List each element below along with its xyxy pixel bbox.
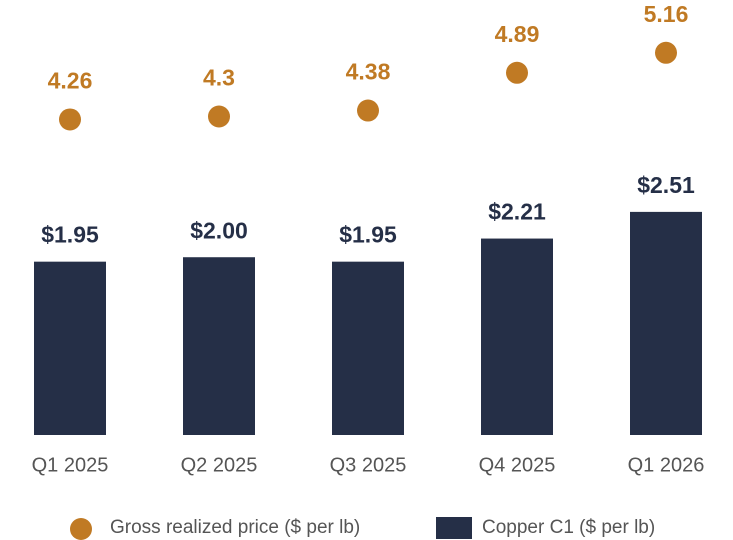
dot — [208, 105, 230, 128]
x-tick-label: Q4 2025 — [479, 454, 556, 476]
data-label: $2.00 — [190, 217, 248, 243]
x-tick-label: Q3 2025 — [330, 454, 407, 476]
bar — [332, 261, 404, 435]
legend-label: Copper C1 ($ per lb) — [482, 517, 655, 538]
data-label: 4.26 — [48, 68, 93, 94]
x-tick-label: Q1 2026 — [628, 454, 705, 476]
bar — [34, 261, 106, 435]
dot — [59, 108, 81, 131]
data-label: 5.16 — [644, 1, 689, 27]
data-label: 4.89 — [495, 21, 540, 47]
bar — [630, 211, 702, 435]
data-label: $1.95 — [41, 222, 99, 248]
dot — [357, 99, 379, 122]
x-tick-label: Q1 2025 — [32, 454, 109, 476]
legend-swatch — [70, 518, 92, 540]
x-tick-label: Q2 2025 — [181, 454, 258, 476]
bar — [481, 238, 553, 435]
bar — [183, 257, 255, 435]
data-label: 4.38 — [346, 59, 391, 85]
data-label: $2.21 — [488, 199, 546, 225]
data-label: $1.95 — [339, 222, 397, 248]
legend-label: Gross realized price ($ per lb) — [110, 517, 360, 538]
dot — [506, 61, 528, 84]
data-label: 4.3 — [203, 65, 235, 91]
data-label: $2.51 — [637, 172, 695, 198]
dot — [655, 41, 677, 64]
legend-swatch — [436, 517, 472, 539]
